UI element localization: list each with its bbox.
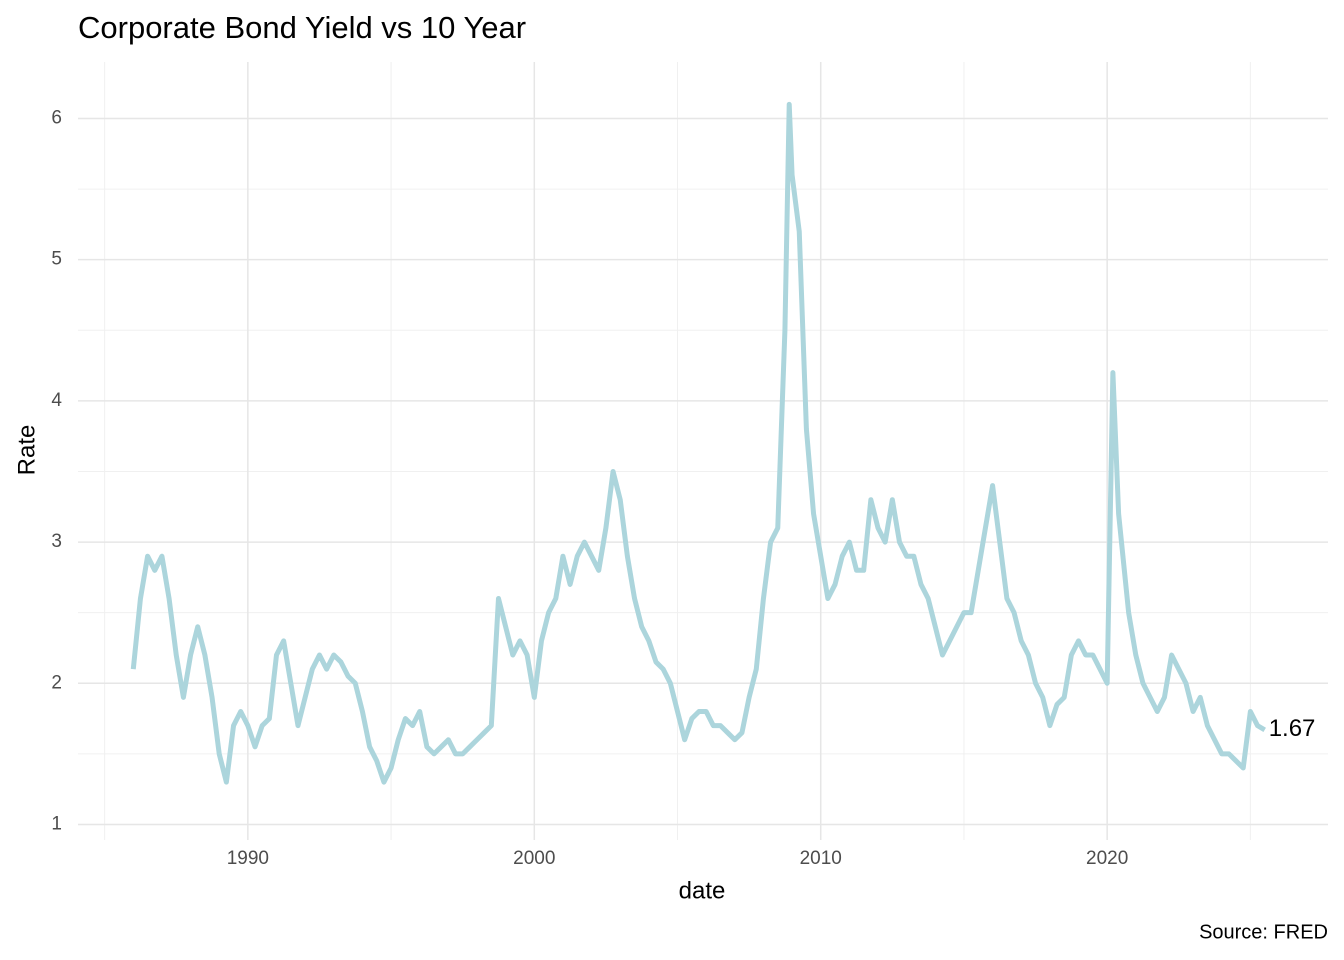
x-tick-label: 2010 [800,848,842,869]
y-tick-label: 3 [51,531,62,552]
y-tick-label: 4 [51,390,62,411]
line [130,101,1266,785]
x-tick-label: 1990 [227,848,269,869]
last-value-label: 1.67 [1269,715,1316,742]
y-axis-label: Rate [13,425,40,476]
y-tick-label: 6 [51,107,62,128]
x-tick-label: 2000 [513,848,555,869]
y-tick-label: 2 [51,672,62,693]
x-axis-label: date [679,877,726,904]
caption: Source: FRED [1199,921,1328,943]
x-tick-label: 2020 [1086,848,1128,869]
chart-title: Corporate Bond Yield vs 10 Year [78,10,526,45]
y-tick-label: 5 [51,249,62,270]
y-tick-label: 1 [51,813,62,834]
